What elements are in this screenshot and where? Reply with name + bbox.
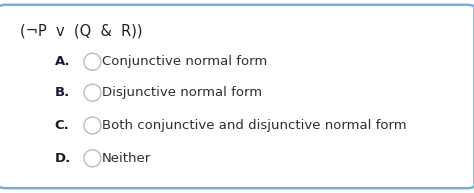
Text: B.: B. bbox=[55, 86, 70, 99]
Ellipse shape bbox=[84, 53, 101, 70]
Text: Both conjunctive and disjunctive normal form: Both conjunctive and disjunctive normal … bbox=[102, 119, 407, 132]
Text: C.: C. bbox=[55, 119, 69, 132]
Ellipse shape bbox=[84, 117, 101, 134]
Text: A.: A. bbox=[55, 55, 70, 68]
Text: (¬P  v  (Q  &  R)): (¬P v (Q & R)) bbox=[20, 23, 142, 38]
Text: Neither: Neither bbox=[102, 152, 151, 165]
Ellipse shape bbox=[84, 150, 101, 167]
FancyBboxPatch shape bbox=[0, 5, 474, 188]
Text: D.: D. bbox=[55, 152, 71, 165]
Text: Disjunctive normal form: Disjunctive normal form bbox=[102, 86, 262, 99]
Ellipse shape bbox=[84, 84, 101, 101]
Text: Conjunctive normal form: Conjunctive normal form bbox=[102, 55, 267, 68]
